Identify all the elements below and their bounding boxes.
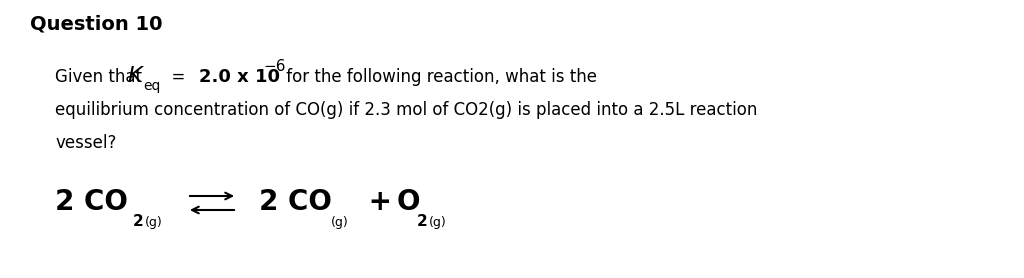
Text: 2: 2 <box>133 214 143 229</box>
Text: 2 CO: 2 CO <box>259 188 332 216</box>
Text: equilibrium concentration of CO(g) if 2.3 mol of CO2(g) is placed into a 2.5L re: equilibrium concentration of CO(g) if 2.… <box>55 101 758 119</box>
Text: (g): (g) <box>331 216 349 229</box>
Text: +: + <box>359 188 392 216</box>
Text: 2.0 x 10: 2.0 x 10 <box>199 68 280 86</box>
Text: (g): (g) <box>145 216 163 229</box>
Text: =: = <box>161 68 196 86</box>
Text: 2: 2 <box>417 214 428 229</box>
Text: Question 10: Question 10 <box>30 15 163 34</box>
Text: 2 CO: 2 CO <box>55 188 128 216</box>
Text: (g): (g) <box>429 216 446 229</box>
Text: eq: eq <box>143 79 161 93</box>
Text: vessel?: vessel? <box>55 134 117 152</box>
Text: O: O <box>397 188 421 216</box>
Text: for the following reaction, what is the: for the following reaction, what is the <box>281 68 597 86</box>
Text: −6: −6 <box>263 59 286 74</box>
Text: $\mathit{K}$: $\mathit{K}$ <box>127 66 145 86</box>
Text: Given that: Given that <box>55 68 147 86</box>
